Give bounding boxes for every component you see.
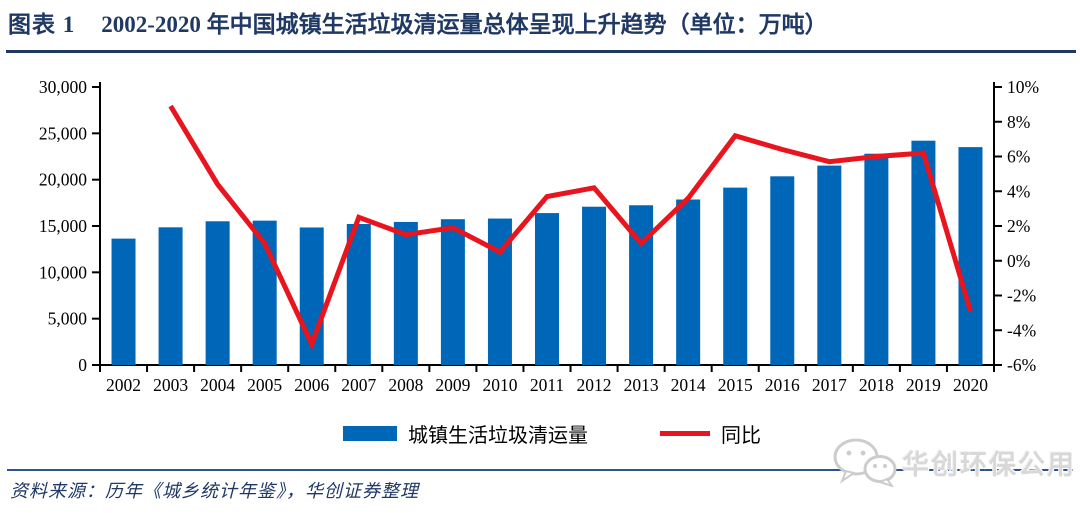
year-label: 2003 [153, 375, 188, 395]
left-axis-tick-label: 30,000 [39, 77, 87, 97]
bar-series-swatch [343, 426, 397, 441]
watermark-text: 华创环保公用 [902, 449, 1076, 480]
right-axis-tick-label: -6% [1007, 355, 1036, 375]
bar-series-legend-label: 城镇生活垃圾清运量 [408, 425, 588, 447]
left-axis-tick-label: 10,000 [39, 262, 87, 282]
legend-item-bar-series: 城镇生活垃圾清运量 [343, 419, 588, 448]
combo-chart: 30,000 25,000 20,000 15,000 10,000 5,000 0 10% 8… [39, 77, 1039, 395]
bar-2018 [864, 153, 889, 365]
chart-legend: 城镇生活垃圾清运量 同比 [12, 419, 1080, 448]
title-divider [6, 50, 1076, 53]
left-axis-tick-label: 15,000 [39, 216, 87, 236]
bar-2012 [582, 206, 607, 365]
bar-2008 [393, 221, 418, 365]
right-axis-tick-label: 2% [1007, 216, 1030, 236]
year-label: 2010 [482, 375, 517, 395]
figure-number-label: 图表 1 [8, 12, 76, 37]
watermark: 华创环保公用 [832, 437, 1076, 487]
bar-2007 [346, 224, 371, 365]
left-axis-tick-label: 0 [78, 355, 87, 375]
year-label: 2020 [953, 375, 988, 395]
year-label: 2012 [577, 375, 612, 395]
figure-title-text: 2002-2020 年中国城镇生活垃圾清运量总体呈现上升趋势（单位：万吨） [101, 12, 828, 37]
year-label: 2015 [718, 375, 753, 395]
bar-2015 [723, 187, 748, 365]
year-label: 2008 [388, 375, 423, 395]
right-axis-tick-label: -4% [1007, 320, 1036, 340]
year-label: 2004 [200, 375, 235, 395]
year-label: 2017 [812, 375, 847, 395]
source-note: 资料来源：历年《城乡统计年鉴》，华创证券整理 [10, 481, 419, 501]
year-label: 2005 [247, 375, 282, 395]
legend-item-line-series: 同比 [660, 419, 761, 448]
bar-2017 [817, 165, 842, 365]
year-label: 2019 [906, 375, 941, 395]
year-label: 2016 [765, 375, 800, 395]
bar-2003 [158, 227, 183, 365]
year-label: 2007 [341, 375, 376, 395]
left-axis-tick-label: 5,000 [48, 309, 88, 329]
right-axis-tick-label: -2% [1007, 286, 1036, 306]
right-axis-tick-label: 6% [1007, 147, 1030, 167]
year-label: 2011 [530, 375, 564, 395]
bar-2014 [676, 199, 701, 365]
year-label: 2013 [624, 375, 659, 395]
left-axis-tick-label: 25,000 [39, 123, 87, 143]
figure-title: 图表 1 2002-2020 年中国城镇生活垃圾清运量总体呈现上升趋势（单位：万吨… [8, 8, 1072, 42]
right-axis-tick-label: 8% [1007, 112, 1030, 132]
bar-2020 [958, 147, 983, 365]
bar-2013 [629, 205, 654, 365]
left-axis-tick-label: 20,000 [39, 170, 87, 190]
year-label: 2002 [106, 375, 141, 395]
bar-2016 [770, 176, 795, 365]
footer-divider [7, 469, 1073, 471]
year-label: 2009 [435, 375, 470, 395]
right-axis-tick-label: 10% [1007, 77, 1039, 97]
right-axis-tick-label: 0% [1007, 251, 1030, 271]
bar-2002 [111, 238, 136, 365]
year-label: 2014 [671, 375, 706, 395]
bar-2009 [440, 219, 465, 365]
line-series-legend-label: 同比 [721, 425, 761, 447]
right-axis-tick-label: 4% [1007, 181, 1030, 201]
year-label: 2018 [859, 375, 894, 395]
bar-2004 [205, 221, 230, 365]
line-series-swatch [660, 431, 710, 436]
year-label: 2006 [294, 375, 329, 395]
yoy-line [168, 104, 973, 351]
wechat-icon [833, 438, 897, 487]
bar-2011 [535, 213, 559, 365]
